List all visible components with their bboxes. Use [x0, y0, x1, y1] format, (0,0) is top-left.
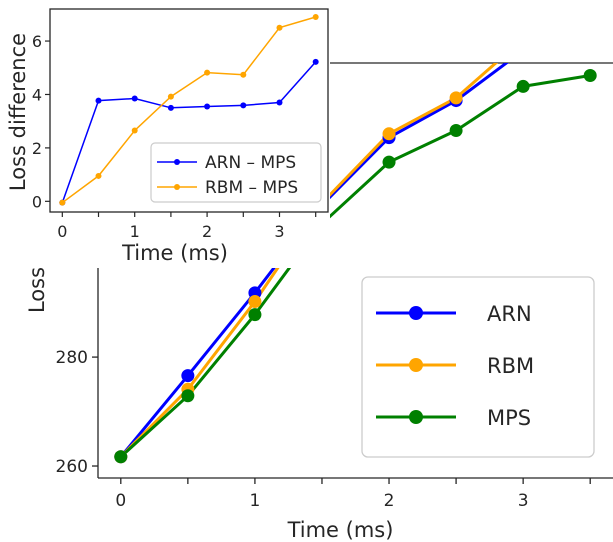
data-point-mps [449, 124, 463, 138]
main-x-tick-label: 2 [384, 491, 395, 511]
series-line-arn [119, 63, 509, 458]
legend-marker-mps [409, 410, 423, 424]
inset-data-point-arn-mps [167, 104, 174, 111]
inset-x-tick-label: 2 [202, 222, 212, 241]
legend-marker-arn [409, 306, 423, 320]
data-point-arn [517, 44, 530, 57]
inset-x-tick-label: 1 [130, 222, 140, 241]
main-y-tick-label: 260 [56, 457, 88, 477]
inset-y-tick-label: 6 [32, 32, 42, 51]
inset-data-point-arn-mps [312, 58, 319, 65]
inset-legend-label-rbm-mps: RBM – MPS [205, 178, 298, 198]
main-x-axis-label: Time (ms) [287, 518, 394, 542]
inset-data-point-arn-mps [95, 97, 102, 104]
series-line-rbm [119, 63, 499, 458]
data-point-rbm [584, 1, 597, 14]
inset-data-point-arn-mps [276, 99, 283, 106]
main-x-tick-label: 1 [250, 491, 261, 511]
main-y-axis-label: Loss [25, 267, 49, 313]
inset-frame [49, 8, 329, 213]
legend-marker-rbm [409, 358, 423, 372]
inset-data-point-arn-mps [240, 102, 247, 109]
inset-series-line-rbm-mps [61, 16, 316, 204]
legend-label-arn: ARN [487, 302, 532, 326]
data-point-rbm [517, 33, 530, 46]
inset-y-tick-label: 2 [32, 139, 42, 158]
data-point-arn [584, 21, 597, 34]
inset-y-axis-label: Loss difference [6, 33, 30, 191]
data-point-rbm [449, 91, 463, 105]
inset-x-tick-label: 0 [57, 222, 67, 241]
data-point-rbm [248, 295, 262, 309]
data-point-mps [181, 389, 195, 403]
inset-chart: 0 1 2 3 0 2 4 6 Time (ms) Loss difference ARN – MP… [0, 0, 330, 268]
inset-data-point-rbm-mps [276, 24, 283, 31]
main-x-tick-label: 3 [518, 491, 529, 511]
legend-label-mps: MPS [487, 406, 531, 430]
data-point-mps [516, 79, 530, 93]
main-x-tick-label: 0 [115, 491, 126, 511]
inset-data-point-rbm-mps [59, 199, 66, 206]
inset-y-tick-label: 0 [32, 192, 42, 211]
inset-data-point-arn-mps [204, 103, 211, 110]
inset-series-line-arn-mps [61, 61, 317, 203]
inset-y-tick-label: 4 [32, 85, 42, 104]
data-point-mps [382, 155, 396, 169]
data-point-mps [248, 308, 262, 322]
inset-background [0, 0, 330, 268]
data-point-arn [181, 369, 195, 383]
data-point-rbm [382, 127, 396, 141]
data-point-mps [583, 69, 597, 83]
inset-legend-marker-rbm-mps [174, 184, 180, 190]
inset-legend-label-arn-mps: ARN – MPS [205, 153, 296, 173]
inset-data-point-rbm-mps [204, 69, 211, 76]
inset-x-tick-label: 3 [274, 222, 284, 241]
inset-data-point-rbm-mps [312, 14, 319, 21]
inset-legend-marker-arn-mps [174, 159, 180, 165]
main-y-tick-label: 280 [56, 348, 88, 368]
legend-label-rbm: RBM [487, 354, 534, 378]
inset-data-point-rbm-mps [131, 127, 138, 134]
inset-x-axis-label: Time (ms) [121, 241, 228, 265]
main-series-group [114, 1, 597, 464]
inset-data-point-arn-mps [131, 95, 138, 102]
series-line-mps [119, 74, 591, 458]
inset-data-point-rbm-mps [167, 93, 174, 100]
inset-data-point-rbm-mps [240, 71, 247, 78]
inset-data-point-rbm-mps [95, 172, 102, 179]
data-point-mps [114, 450, 128, 464]
main-legend-box [361, 276, 595, 458]
